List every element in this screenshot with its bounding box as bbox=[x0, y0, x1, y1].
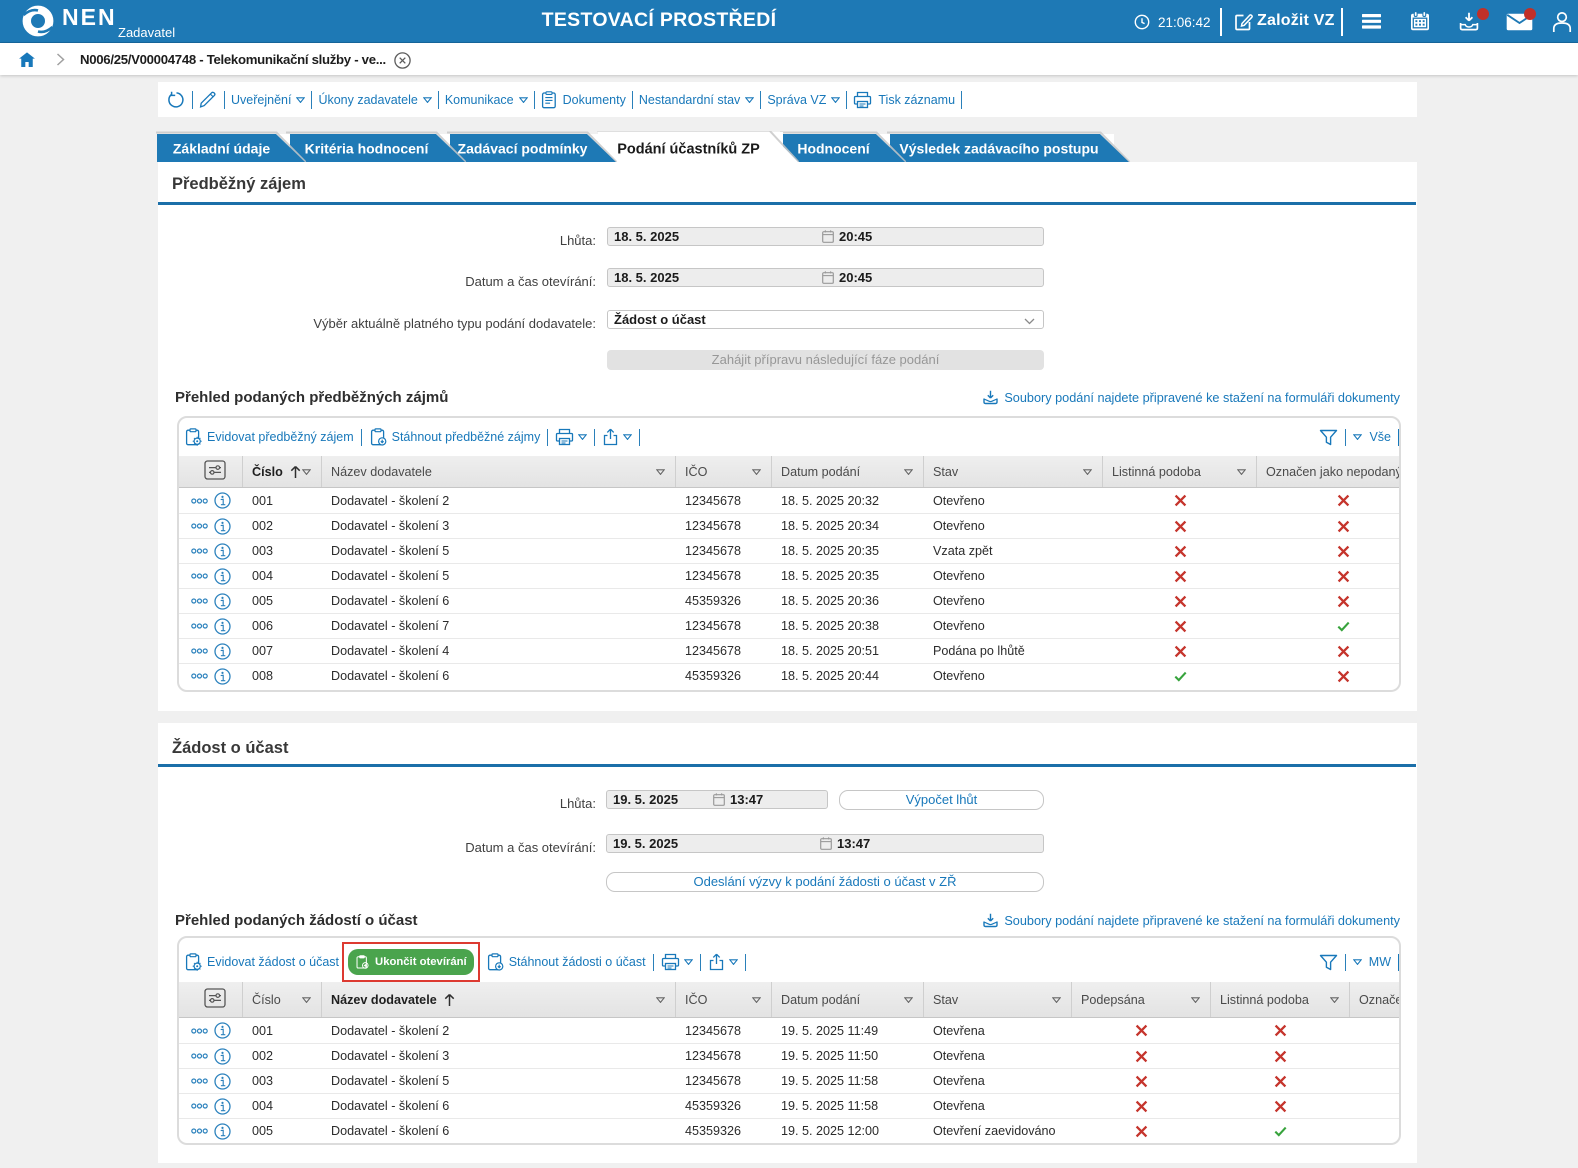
svg-text:Hodnocení: Hodnocení bbox=[797, 141, 870, 157]
svg-text:Výsledek zadávacího postupu: Výsledek zadávacího postupu bbox=[899, 141, 1098, 157]
svg-text:Podání účastníků ZP: Podání účastníků ZP bbox=[617, 142, 760, 158]
svg-text:Kritéria hodnocení: Kritéria hodnocení bbox=[305, 141, 430, 157]
svg-text:Zadávací podmínky: Zadávací podmínky bbox=[458, 141, 588, 157]
svg-text:Základní údaje: Základní údaje bbox=[173, 141, 270, 157]
